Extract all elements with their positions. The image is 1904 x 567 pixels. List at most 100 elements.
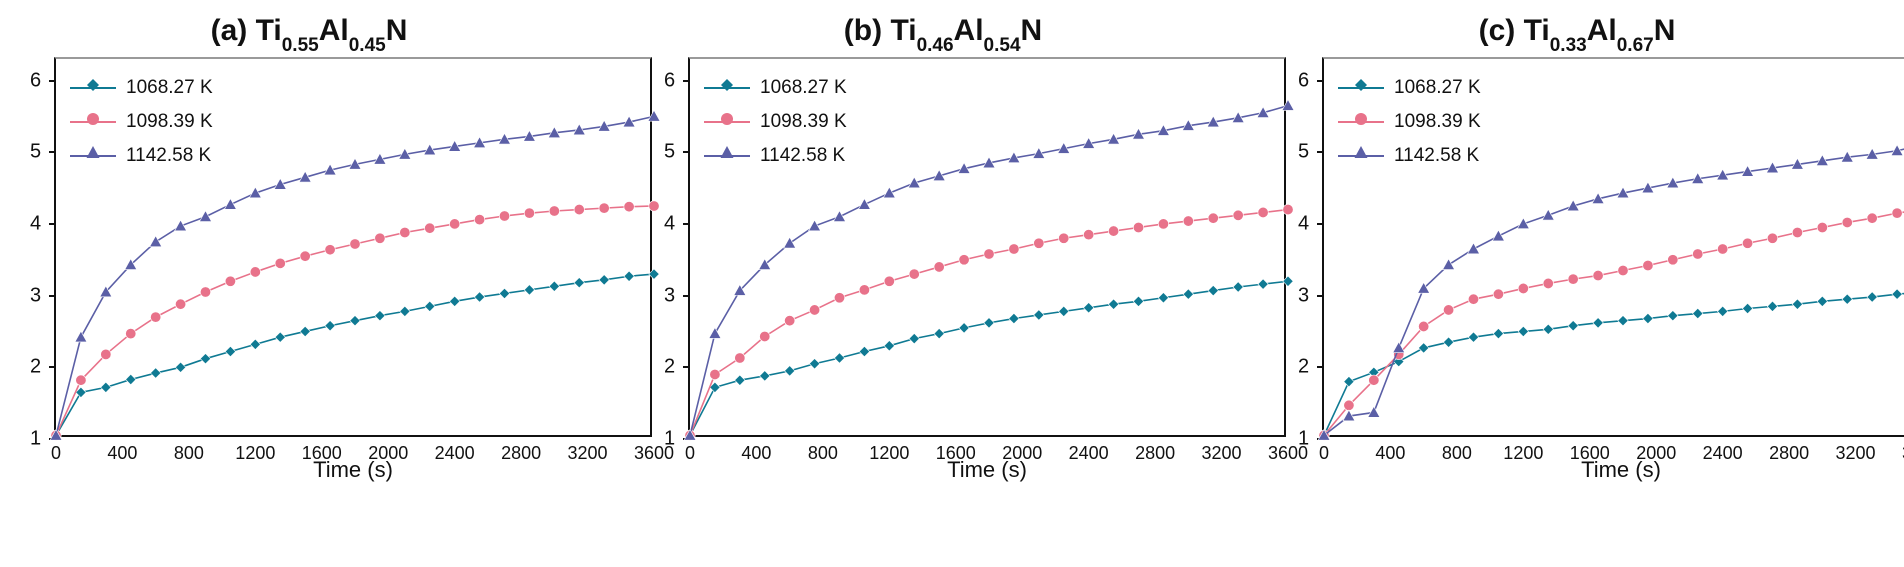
- chart-area: Wavelength (nm)Time (s)12345604008001200…: [54, 57, 652, 487]
- data-point-1098.39-K-22: [599, 203, 609, 213]
- chart-area: Wavelength (nm)Time (s)12345604008001200…: [1322, 57, 1904, 487]
- legend-label-1068.27-K: 1068.27 K: [1394, 77, 1481, 99]
- legend-label-1098.39-K: 1098.39 K: [760, 111, 847, 133]
- plot-box: 1 2 3 4 5 6 0 400 800 1200 1600 2000 2400 2800 3200 360…: [54, 57, 652, 437]
- data-point-1098.39-K-6: [1468, 294, 1478, 304]
- series-line-1068.27-K: [1324, 292, 1904, 435]
- data-point-1098.39-K-20: [549, 206, 559, 216]
- data-point-1068.27-K-15: [425, 301, 435, 311]
- data-point-1098.39-K-18: [1133, 222, 1143, 232]
- x-tick-label-1200: 1200: [235, 443, 275, 464]
- data-point-1098.39-K-4: [150, 312, 160, 322]
- data-point-1068.27-K-6: [200, 353, 210, 363]
- data-point-1098.39-K-6: [200, 287, 210, 297]
- legend-row-1098.39-K: 1098.39 K: [704, 107, 847, 137]
- data-point-1098.39-K-4: [784, 315, 794, 325]
- legend-marker-icon: [85, 111, 101, 133]
- data-point-1068.27-K-16: [1083, 303, 1093, 313]
- data-point-1068.27-K-3: [760, 371, 770, 381]
- data-point-1142.58-K-2: [1368, 406, 1380, 417]
- data-point-1098.39-K-20: [1817, 222, 1827, 232]
- data-point-1068.27-K-5: [1443, 337, 1453, 347]
- x-tick-label-3200: 3200: [1202, 443, 1242, 464]
- chart-panel-panel-a: (a) Ti0.55Al0.45NWavelength (nm)Time (s)…: [0, 0, 634, 567]
- y-tick-label-1: 1: [30, 428, 41, 451]
- data-point-1068.27-K-20: [549, 281, 559, 291]
- legend-row-1142.58-K: 1142.58 K: [70, 141, 213, 171]
- data-point-1098.39-K-14: [1034, 238, 1044, 248]
- data-point-1098.39-K-5: [809, 305, 819, 315]
- legend-row-1142.58-K: 1142.58 K: [704, 141, 847, 171]
- data-point-1098.39-K-2: [1369, 375, 1379, 385]
- data-point-1098.39-K-9: [1543, 278, 1553, 288]
- data-point-1068.27-K-15: [1693, 308, 1703, 318]
- data-point-1068.27-K-11: [1593, 318, 1603, 328]
- data-point-1098.39-K-14: [1668, 255, 1678, 265]
- y-tick-mark-5: [49, 151, 56, 153]
- x-tick-label-1200: 1200: [869, 443, 909, 464]
- legend-row-1142.58-K: 1142.58 K: [1338, 141, 1481, 171]
- data-point-1068.27-K-22: [1233, 282, 1243, 292]
- data-point-1068.27-K-23: [1892, 289, 1902, 299]
- data-point-1142.58-K-7: [858, 199, 870, 210]
- series-line-1142.58-K: [1324, 145, 1904, 435]
- data-point-1098.39-K-23: [1258, 207, 1268, 217]
- x-tick-label-2800: 2800: [1135, 443, 1175, 464]
- data-point-1098.39-K-9: [275, 258, 285, 268]
- data-point-1068.27-K-21: [574, 277, 584, 287]
- data-point-1068.27-K-17: [1742, 303, 1752, 313]
- data-point-1098.39-K-19: [1158, 219, 1168, 229]
- data-point-1098.39-K-6: [834, 293, 844, 303]
- data-point-1068.27-K-12: [984, 318, 994, 328]
- data-point-1098.39-K-18: [499, 211, 509, 221]
- data-point-1098.39-K-12: [1618, 265, 1628, 275]
- x-tick-label-3200: 3200: [1836, 443, 1876, 464]
- data-point-1098.39-K-1: [1344, 400, 1354, 410]
- x-tick-label-400: 400: [1375, 443, 1405, 464]
- chart-legend: 1068.27 K 1098.39 K 1142.58 K: [704, 73, 847, 175]
- data-point-1068.27-K-4: [784, 366, 794, 376]
- data-point-1098.39-K-7: [1493, 289, 1503, 299]
- data-point-1068.27-K-9: [275, 332, 285, 342]
- data-point-1098.39-K-17: [1108, 226, 1118, 236]
- legend-line-swatch: [70, 121, 116, 123]
- data-point-1068.27-K-4: [1418, 343, 1428, 353]
- data-point-1142.58-K-5: [809, 220, 821, 231]
- data-point-1098.39-K-1: [710, 369, 720, 379]
- data-point-1142.58-K-8: [883, 187, 895, 198]
- legend-row-1098.39-K: 1098.39 K: [1338, 107, 1481, 137]
- x-tick-label-3200: 3200: [568, 443, 608, 464]
- series-line-1098.39-K: [1324, 210, 1904, 436]
- legend-marker-icon: [719, 77, 735, 99]
- y-tick-mark-2: [49, 366, 56, 368]
- data-point-1068.27-K-21: [1842, 294, 1852, 304]
- data-point-1142.58-K-9: [1542, 209, 1554, 220]
- data-point-1098.39-K-22: [1233, 210, 1243, 220]
- data-point-1142.58-K-7: [224, 199, 236, 210]
- data-point-1068.27-K-2: [101, 382, 111, 392]
- data-point-1098.39-K-9: [909, 269, 919, 279]
- data-point-1098.39-K-21: [574, 204, 584, 214]
- data-point-1098.39-K-8: [250, 267, 260, 277]
- data-point-1098.39-K-21: [1208, 213, 1218, 223]
- y-tick-mark-2: [683, 366, 690, 368]
- y-tick-label-3: 3: [30, 284, 41, 307]
- data-point-1068.27-K-17: [474, 292, 484, 302]
- x-tick-label-2000: 2000: [1002, 443, 1042, 464]
- y-tick-label-6: 6: [30, 69, 41, 92]
- chart-panel-panel-c: (c) Ti0.33Al0.67NWavelength (nm)Time (s)…: [1268, 0, 1902, 567]
- x-tick-label-0: 0: [1319, 443, 1329, 464]
- data-point-1142.58-K-6: [834, 211, 846, 222]
- x-tick-label-400: 400: [107, 443, 137, 464]
- data-point-1068.27-K-20: [1183, 289, 1193, 299]
- x-tick-label-1600: 1600: [936, 443, 976, 464]
- data-point-1068.27-K-17: [1108, 299, 1118, 309]
- legend-line-swatch: [70, 87, 116, 89]
- data-point-1068.27-K-6: [1468, 332, 1478, 342]
- legend-label-1142.58-K: 1142.58 K: [1394, 145, 1479, 167]
- data-point-1098.39-K-5: [175, 299, 185, 309]
- data-point-1098.39-K-13: [375, 233, 385, 243]
- data-point-1068.27-K-16: [449, 296, 459, 306]
- data-point-1068.27-K-10: [1568, 321, 1578, 331]
- chart-legend: 1068.27 K 1098.39 K 1142.58 K: [70, 73, 213, 175]
